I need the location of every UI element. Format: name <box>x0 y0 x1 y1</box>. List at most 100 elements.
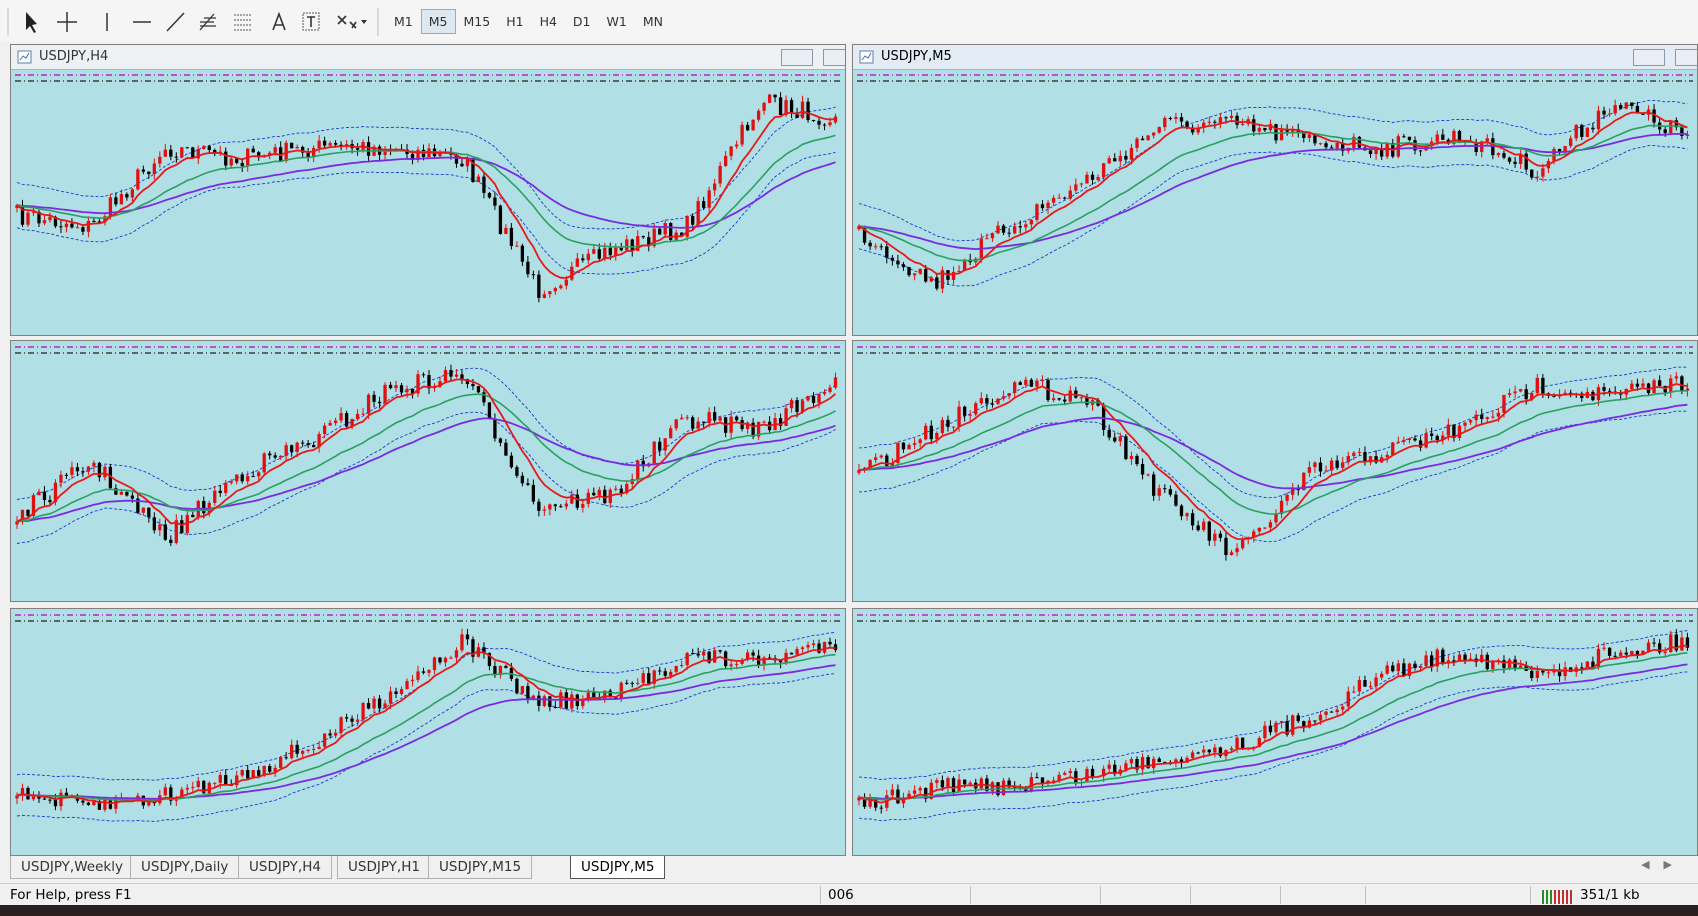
candle-body <box>542 294 547 298</box>
minimize-button[interactable] <box>781 49 813 66</box>
cursor-tool[interactable] <box>26 12 37 33</box>
window-icon <box>859 50 874 64</box>
text-tool[interactable] <box>272 11 286 31</box>
maximize-button[interactable] <box>1675 49 1697 66</box>
candle-body <box>1663 129 1667 134</box>
maximize-button[interactable] <box>823 49 845 66</box>
candle-body <box>257 152 261 158</box>
candle-body <box>691 216 695 225</box>
candle-body <box>1346 691 1350 707</box>
candle-body <box>575 494 579 508</box>
candle-body <box>778 418 783 426</box>
candle-body <box>207 146 211 150</box>
candle-body <box>1213 747 1217 753</box>
candle-body <box>196 149 200 159</box>
separator <box>1190 886 1191 904</box>
candle-body <box>421 374 426 376</box>
timeframe-button[interactable]: H1 <box>506 14 524 29</box>
candle-body <box>800 647 805 649</box>
chart-tab[interactable]: USDJPY,Daily <box>130 856 240 879</box>
candle-body <box>586 253 590 261</box>
label-tool[interactable] <box>302 12 320 31</box>
candle-body <box>1402 136 1406 138</box>
chart-tab[interactable]: USDJPY,H1 <box>337 856 431 879</box>
candle-body <box>811 120 816 122</box>
candle-body <box>284 445 288 456</box>
candle-body <box>1368 150 1373 155</box>
candle-body <box>1074 771 1078 784</box>
candle-body <box>696 421 700 429</box>
tab-scroll[interactable]: ◀▶ <box>1641 858 1686 871</box>
candle-body <box>202 780 206 794</box>
candle-body <box>174 520 178 544</box>
timeframe-button[interactable]: W1 <box>606 14 627 29</box>
candle-body <box>339 144 343 146</box>
candle-body <box>625 682 629 684</box>
candle-body <box>901 264 906 268</box>
arrows-tool[interactable] <box>337 15 357 29</box>
candle-body <box>37 491 41 496</box>
candle-body <box>1124 155 1128 160</box>
timeframe-button[interactable]: M15 <box>463 14 491 29</box>
dropdown-arrow[interactable] <box>361 20 367 24</box>
candle-body <box>663 223 667 235</box>
ma-slow <box>16 664 836 800</box>
candle-body <box>1341 462 1345 468</box>
minimize-button[interactable] <box>1633 49 1665 66</box>
candle-body <box>504 665 508 668</box>
candle-body <box>482 176 486 193</box>
candle-body <box>328 422 332 426</box>
candle-body <box>1207 121 1211 123</box>
candle-body <box>218 775 222 783</box>
band-lower <box>16 411 836 544</box>
candle-body <box>114 798 118 809</box>
candle-body <box>592 249 596 254</box>
chart-tab[interactable]: USDJPY,H4 <box>238 856 332 879</box>
candle-body <box>1507 393 1512 395</box>
candle-body <box>1213 121 1217 123</box>
candle-body <box>729 664 733 667</box>
candle-body <box>174 156 178 158</box>
timeframe-button[interactable]: MN <box>642 14 663 29</box>
timeframe-button[interactable]: D1 <box>572 14 591 29</box>
crosshair-tool[interactable] <box>57 12 77 32</box>
candle-body <box>806 101 810 121</box>
candle-body <box>1190 513 1195 526</box>
chart-tab[interactable]: USDJPY,M5 <box>570 856 666 879</box>
candle-body <box>1418 150 1423 152</box>
channel-tool[interactable] <box>199 13 216 31</box>
candle-body <box>59 792 63 807</box>
candle-body <box>410 388 415 394</box>
candle-body <box>979 398 983 404</box>
fibo-tool[interactable] <box>234 14 252 31</box>
candle-body <box>614 488 618 490</box>
candle-body <box>1457 654 1462 662</box>
trendline-tool[interactable] <box>166 12 185 32</box>
candle-body <box>86 802 91 805</box>
candle-body <box>454 154 459 164</box>
candle-body <box>713 183 717 191</box>
candle-body <box>951 271 956 280</box>
chart-tab[interactable]: USDJPY,Weekly <box>10 856 134 879</box>
candle-body <box>1530 670 1534 679</box>
timeframe-button[interactable]: M1 <box>394 14 413 29</box>
candle-body <box>1285 721 1289 735</box>
timeframe-button[interactable]: M5 <box>420 9 456 34</box>
candle-body <box>1480 654 1484 663</box>
chart-window <box>852 340 1698 602</box>
candle-body <box>460 634 464 651</box>
candle-body <box>1474 414 1478 421</box>
candle-body <box>240 474 244 482</box>
candle-body <box>702 651 706 656</box>
candle-body <box>70 223 74 228</box>
candle-body <box>1635 105 1640 113</box>
candle-body <box>465 157 470 167</box>
candle-body <box>1502 394 1506 413</box>
candle-body <box>619 247 623 251</box>
candle-body <box>740 124 744 145</box>
candle-body <box>929 782 933 799</box>
timeframe-button[interactable]: H4 <box>539 14 557 29</box>
candle-body <box>702 421 706 424</box>
chart-tab[interactable]: USDJPY,M15 <box>428 856 533 879</box>
candle-body <box>1374 148 1378 155</box>
